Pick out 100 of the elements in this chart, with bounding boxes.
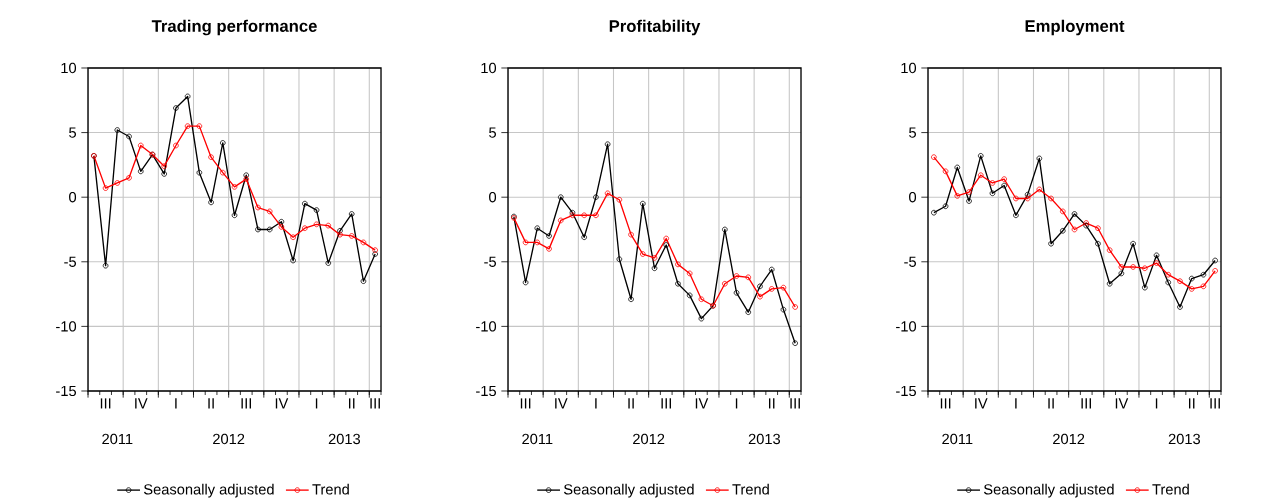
point	[313, 207, 320, 213]
legend-label: Trend	[1152, 483, 1189, 495]
point	[651, 255, 658, 261]
point	[780, 284, 787, 291]
x-tick-label: II	[1188, 398, 1195, 409]
y-tick-label: -5	[484, 256, 497, 267]
point	[628, 231, 634, 238]
point	[1059, 208, 1066, 215]
point	[675, 280, 681, 287]
point	[337, 227, 343, 234]
point	[1153, 260, 1160, 266]
point	[1071, 211, 1078, 217]
x-tick-label: II	[628, 398, 634, 409]
point	[768, 286, 775, 292]
point	[184, 123, 191, 129]
point	[161, 163, 167, 169]
point	[546, 233, 552, 239]
point	[989, 190, 996, 197]
point	[1118, 270, 1125, 277]
point	[1036, 155, 1043, 162]
chart-title: Employment	[1025, 19, 1125, 36]
point	[686, 292, 693, 299]
point	[325, 260, 332, 266]
point	[137, 142, 144, 149]
point	[184, 93, 191, 100]
point	[1177, 304, 1183, 310]
point	[196, 169, 203, 176]
y-tick-label: -5	[904, 256, 916, 267]
x-tick-label: III	[241, 398, 251, 409]
point	[651, 265, 658, 272]
point	[977, 172, 984, 179]
y-tick-label: 5	[69, 127, 77, 138]
point	[137, 168, 144, 175]
text: 2013	[748, 433, 781, 445]
text: 2011	[102, 433, 133, 445]
x-tick-label: IV	[1115, 398, 1129, 409]
point	[1095, 225, 1101, 231]
point	[616, 256, 623, 263]
point	[255, 204, 261, 211]
point	[628, 296, 634, 303]
point	[290, 234, 296, 241]
point	[663, 242, 670, 248]
point	[942, 203, 949, 210]
point	[1188, 286, 1195, 292]
x-tick-label: III	[940, 398, 951, 409]
x-tick-label: I	[595, 398, 597, 409]
x-tick-label: II	[349, 398, 355, 409]
point	[546, 246, 552, 252]
point	[1165, 279, 1172, 286]
chart-title: Trading performance	[151, 19, 317, 36]
point	[1024, 191, 1031, 198]
point	[1177, 278, 1183, 284]
point	[977, 153, 984, 159]
point	[698, 296, 705, 303]
point	[675, 261, 681, 268]
x-tick-label: I	[315, 398, 318, 409]
point	[757, 293, 763, 300]
point	[698, 315, 705, 322]
point	[243, 176, 250, 182]
x-tick-label: II	[768, 398, 775, 409]
point	[1024, 195, 1031, 202]
point	[337, 231, 343, 238]
point	[989, 180, 996, 186]
y-tick-label: -5	[64, 256, 77, 267]
point	[639, 251, 646, 257]
point	[255, 226, 261, 233]
point	[348, 233, 355, 239]
point	[534, 225, 541, 231]
y-tick-label: 0	[489, 192, 497, 203]
point	[278, 224, 285, 230]
x-tick-label: III	[1210, 398, 1220, 409]
point	[1165, 271, 1172, 278]
point	[593, 212, 599, 219]
point	[757, 283, 763, 290]
point	[581, 234, 587, 241]
x-tick-label: IV	[975, 398, 988, 409]
y-tick-label: -10	[896, 321, 917, 332]
point	[231, 212, 238, 219]
y-tick-label: -10	[476, 321, 497, 332]
x-tick-label: I	[175, 398, 177, 409]
point	[745, 309, 752, 315]
point	[219, 140, 226, 146]
point	[942, 168, 949, 175]
x-tick-label: III	[370, 398, 380, 409]
point	[1071, 226, 1078, 233]
text: 2011	[942, 433, 973, 445]
point	[102, 185, 109, 191]
y-tick-label: 10	[481, 62, 497, 74]
point	[1188, 275, 1195, 282]
point	[114, 127, 121, 133]
point	[1095, 240, 1101, 247]
point	[534, 239, 541, 246]
point	[1059, 227, 1066, 234]
y-tick-label: 5	[489, 127, 497, 138]
point	[313, 221, 320, 228]
point	[1001, 182, 1007, 189]
point	[208, 154, 214, 160]
point	[745, 274, 752, 281]
text: 2012	[213, 433, 245, 445]
point	[722, 280, 728, 287]
